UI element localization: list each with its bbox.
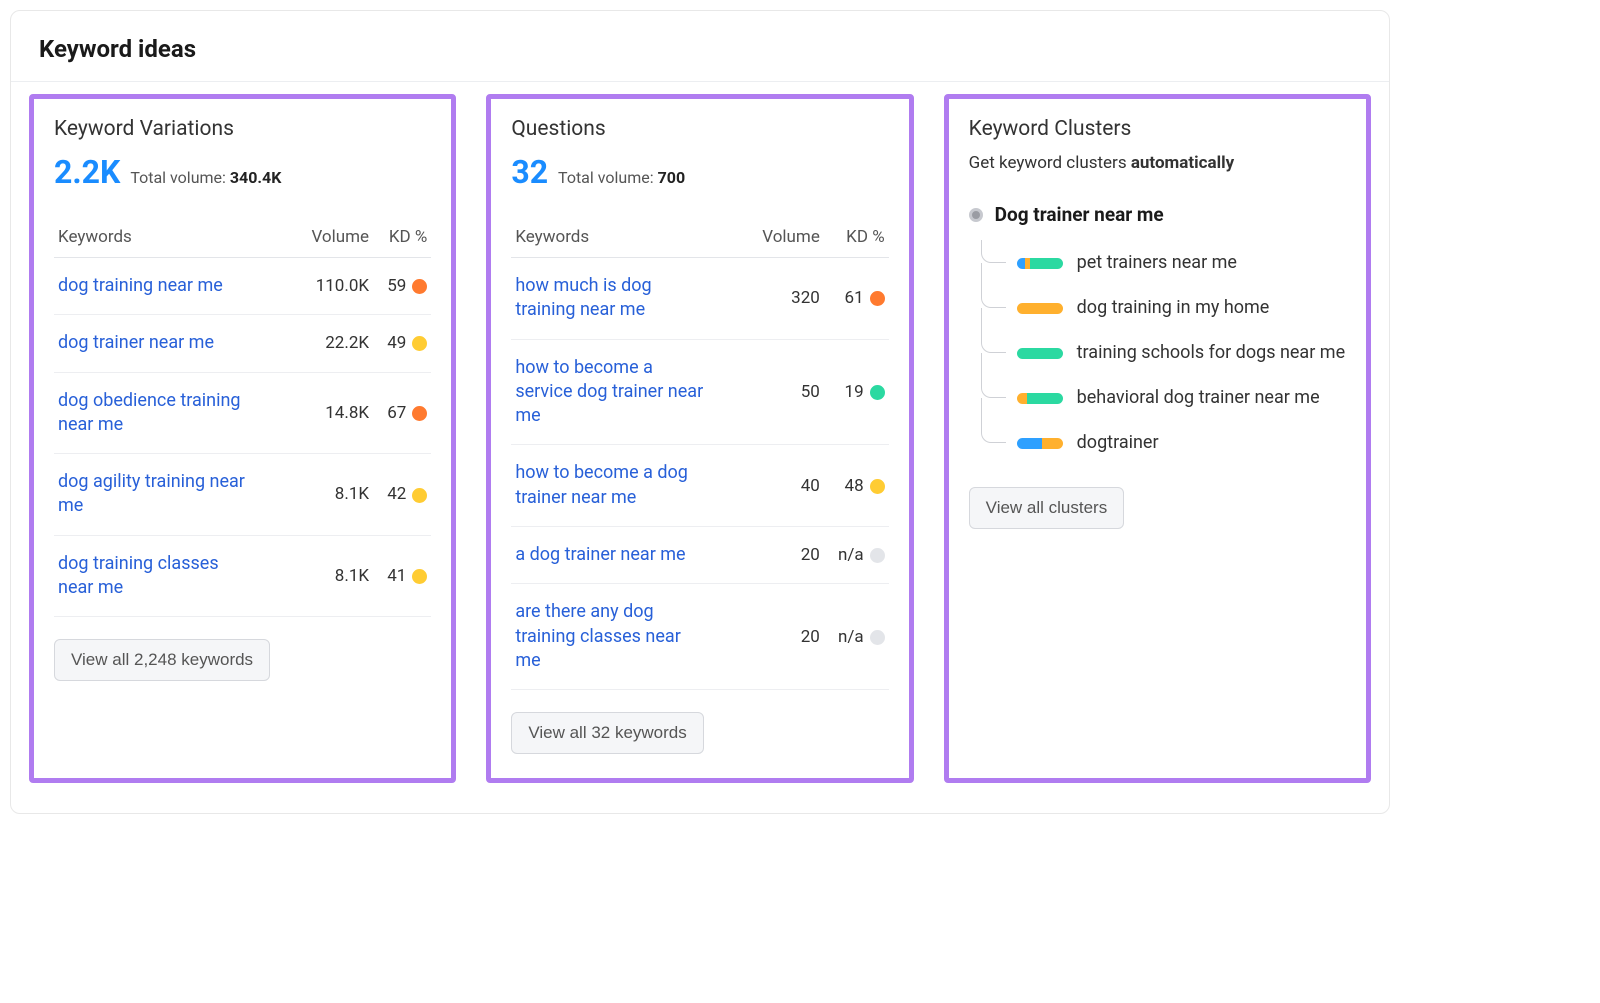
col-keywords: Keywords [511,219,746,258]
kd-cell: 19 [824,339,889,445]
cluster-item[interactable]: pet trainers near me [981,240,1346,285]
cluster-item-label: training schools for dogs near me [1077,342,1346,363]
cluster-item-label: behavioral dog trainer near me [1077,387,1346,408]
questions-title: Questions [511,117,888,141]
cluster-bar-icon [1017,258,1063,269]
variations-title: Keyword Variations [54,117,431,141]
keyword-link[interactable]: dog agility training near me [58,470,248,519]
volume-cell: 14.8K [294,372,373,454]
questions-count: 32 [511,153,548,191]
clusters-title: Keyword Clusters [969,117,1346,141]
cluster-head[interactable]: Dog trainer near me [969,203,1346,226]
cluster-list: pet trainers near me dog training in my h… [969,240,1346,465]
volume-cell: 8.1K [294,535,373,617]
volume-cell: 20 [746,527,824,584]
keyword-link[interactable]: dog obedience training near me [58,389,248,438]
cluster-item-label: dogtrainer [1077,432,1346,453]
col-kd: KD % [373,219,431,258]
volume-cell: 110.0K [294,258,373,315]
kd-dot-icon [870,630,885,645]
clusters-card: Keyword Clusters Get keyword clusters au… [944,94,1371,783]
questions-total-volume: Total volume: 700 [558,168,685,187]
variations-count-row: 2.2K Total volume: 340.4K [54,153,431,191]
kd-cell: 67 [373,372,431,454]
questions-table: Keywords Volume KD % how much is dog tra… [511,219,888,690]
kd-cell: 61 [824,258,889,340]
cluster-item[interactable]: training schools for dogs near me [981,330,1346,375]
variations-count: 2.2K [54,153,120,191]
kd-cell: 48 [824,445,889,527]
col-volume: Volume [294,219,373,258]
cluster-item[interactable]: dog training in my home [981,285,1346,330]
kd-dot-icon [412,279,427,294]
volume-cell: 320 [746,258,824,340]
cluster-bar-icon [1017,303,1063,314]
view-all-clusters-button[interactable]: View all clusters [969,487,1125,529]
kd-dot-icon [870,291,885,306]
cluster-bar-icon [1017,393,1063,404]
table-row: a dog trainer near me 20n/a [511,527,888,584]
keyword-link[interactable]: dog training near me [58,274,223,298]
kd-dot-icon [870,479,885,494]
cluster-item-label: pet trainers near me [1077,252,1346,273]
table-row: dog trainer near me 22.2K49 [54,315,431,372]
kd-cell: n/a [824,584,889,690]
variations-card: Keyword Variations 2.2K Total volume: 34… [29,94,456,783]
clusters-subtitle: Get keyword clusters automatically [969,153,1346,173]
keyword-link[interactable]: how much is dog training near me [515,274,705,323]
table-row: dog agility training near me 8.1K42 [54,454,431,536]
col-kd: KD % [824,219,889,258]
table-row: dog obedience training near me 14.8K67 [54,372,431,454]
cluster-bar-icon [1017,348,1063,359]
kd-cell: 59 [373,258,431,315]
table-row: are there any dog training classes near … [511,584,888,690]
keyword-link[interactable]: a dog trainer near me [515,543,685,567]
keyword-link[interactable]: dog training classes near me [58,552,248,601]
keyword-link[interactable]: dog trainer near me [58,331,214,355]
col-keywords: Keywords [54,219,294,258]
cluster-item[interactable]: behavioral dog trainer near me [981,375,1346,420]
kd-cell: 49 [373,315,431,372]
kd-cell: n/a [824,527,889,584]
keyword-ideas-panel: Keyword ideas Keyword Variations 2.2K To… [10,10,1390,814]
cluster-item[interactable]: dogtrainer [981,420,1346,465]
volume-cell: 22.2K [294,315,373,372]
volume-cell: 40 [746,445,824,527]
keyword-link[interactable]: are there any dog training classes near … [515,600,705,673]
table-row: how to become a service dog trainer near… [511,339,888,445]
kd-dot-icon [870,548,885,563]
questions-count-row: 32 Total volume: 700 [511,153,888,191]
kd-dot-icon [412,406,427,421]
keyword-link[interactable]: how to become a dog trainer near me [515,461,705,510]
table-row: dog training classes near me 8.1K41 [54,535,431,617]
view-all-variations-button[interactable]: View all 2,248 keywords [54,639,270,681]
cluster-item-label: dog training in my home [1077,297,1346,318]
kd-cell: 41 [373,535,431,617]
kd-dot-icon [412,336,427,351]
view-all-questions-button[interactable]: View all 32 keywords [511,712,703,754]
table-row: dog training near me 110.0K59 [54,258,431,315]
table-row: how to become a dog trainer near me 4048 [511,445,888,527]
kd-cell: 42 [373,454,431,536]
kd-dot-icon [870,385,885,400]
keyword-link[interactable]: how to become a service dog trainer near… [515,356,705,429]
volume-cell: 20 [746,584,824,690]
kd-dot-icon [412,488,427,503]
volume-cell: 50 [746,339,824,445]
cards-row: Keyword Variations 2.2K Total volume: 34… [11,82,1389,813]
kd-dot-icon [412,569,427,584]
section-title: Keyword ideas [11,11,1389,82]
cluster-bar-icon [1017,438,1063,449]
volume-cell: 8.1K [294,454,373,536]
col-volume: Volume [746,219,824,258]
table-row: how much is dog training near me 32061 [511,258,888,340]
variations-total-volume: Total volume: 340.4K [130,168,281,187]
variations-table: Keywords Volume KD % dog training near m… [54,219,431,617]
questions-card: Questions 32 Total volume: 700 Keywords … [486,94,913,783]
cluster-head-label: Dog trainer near me [995,203,1164,226]
cluster-bullet-icon [969,208,983,222]
